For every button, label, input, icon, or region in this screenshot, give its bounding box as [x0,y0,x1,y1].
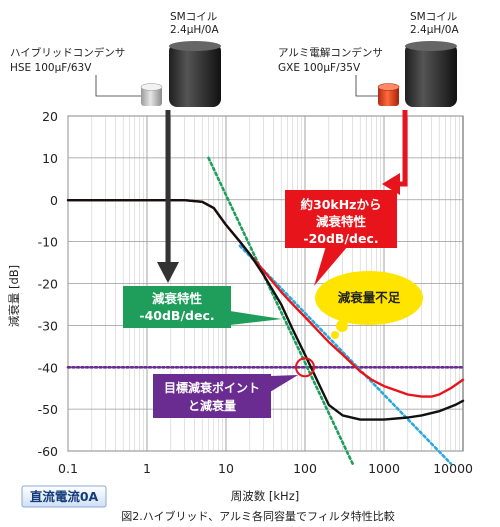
figure-caption: 図2.ハイブリッド、アルミ各同容量でフィルタ特性比較 [121,509,395,523]
x-tick-label: 1 [143,461,151,476]
red-callout-line2: 減衰特性 [316,214,367,229]
x-tick-label: 1000 [368,461,400,476]
hse-arrow [157,110,179,283]
dc-current-label: 直流電流0A [21,485,107,508]
slope-20db-line [238,244,453,465]
y-tick-label: -10 [38,235,58,250]
target-point-marker [295,357,315,378]
y-tick-label: 0 [50,193,58,208]
y-tick-label: -30 [38,318,58,333]
y-tick-label: 10 [42,151,58,166]
shortfall-bubble: 減衰量不足 [315,271,423,339]
purple-callout: 目標減衰ポイント と減衰量 [153,374,298,418]
y-tick-labels: 20 10 0 -10 -20 -30 -40 -50 -60 [38,109,58,459]
cap-right-line1: アルミ電解コンデンサ [278,46,383,59]
y-tick-label: -50 [38,402,58,417]
cap-left-line1: ハイブリッドコンデンサ [10,46,125,59]
capacitor-gray-icon [140,83,163,106]
cap-left-leader [95,75,141,97]
cap-right-leader [355,75,378,97]
y-tick-label: -60 [38,444,58,459]
x-axis-label: 周波数 [kHz] [231,489,299,503]
slope-40db-line [207,156,354,465]
plot-grid [67,115,463,452]
bubble-text: 減衰量不足 [338,290,401,305]
green-callout-line1: 減衰特性 [152,291,203,306]
cap-left-line2: HSE 100μF/63V [10,62,92,74]
x-tick-labels: 0.1 1 10 100 1000 10000 [58,461,473,476]
red-callout-line3: -20dB/dec. [303,231,378,246]
red-callout-line1: 約30kHzから [301,197,382,212]
x-tick-label: 10000 [433,461,473,476]
coil-left-line1: SMコイル [170,11,217,23]
y-tick-label: -20 [38,277,58,292]
gxe-arrow [382,110,408,195]
coil-right-line2: 2.4μH/0A [410,24,459,36]
x-tick-label: 10 [218,461,234,476]
coil-left-line2: 2.4μH/0A [170,24,219,36]
coil-right-line1: SMコイル [410,11,457,23]
coil-right-icon [405,41,457,107]
green-callout-line2: -40dB/dec. [139,308,214,323]
dc-current-text: 直流電流0A [30,489,99,504]
hse-curve [66,198,465,421]
x-tick-label: 0.1 [58,461,78,476]
y-tick-label: 20 [42,109,58,124]
red-callout: 約30kHzから 減衰特性 -20dB/dec. [285,190,397,286]
capacitor-red-icon [377,83,400,106]
coil-left-icon [169,41,221,107]
green-callout: 減衰特性 -40dB/dec. [123,286,282,328]
y-tick-label: -40 [38,360,58,375]
purple-callout-line2: と減衰量 [188,398,236,413]
series-group [66,156,465,465]
purple-callout-line1: 目標減衰ポイント [164,380,260,395]
cap-right-line2: GXE 100μF/35V [278,62,361,74]
component-header: SMコイル 2.4μH/0A ハイブリッドコンデンサ HSE 100μF/63V… [10,11,459,107]
y-axis-label: 減衰量 [dB] [7,265,21,327]
x-tick-label: 100 [293,461,317,476]
